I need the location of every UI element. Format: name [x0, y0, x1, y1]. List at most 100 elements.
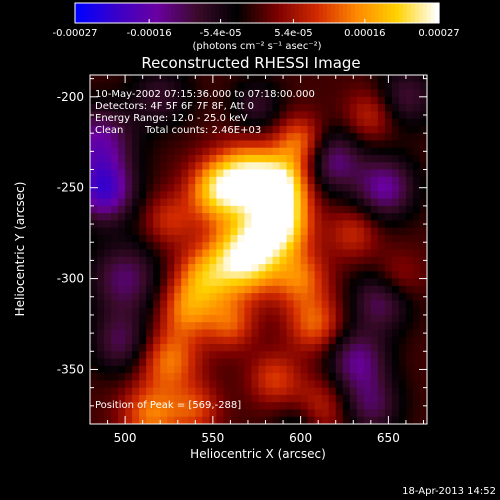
heatmap-cell [405, 133, 414, 141]
colorbar-cell [87, 3, 92, 23]
heatmap-cell [104, 271, 112, 280]
heatmap-cell [363, 264, 372, 272]
heatmap-cell [125, 351, 133, 360]
heatmap-cell [363, 285, 372, 294]
heatmap-cell [188, 256, 196, 265]
heatmap-cell [272, 96, 281, 105]
heatmap-cell [335, 264, 344, 272]
heatmap-cell [265, 256, 274, 265]
heatmap-cell [188, 322, 196, 330]
heatmap-cell [412, 242, 421, 250]
heatmap-cell [125, 111, 133, 120]
colorbar-cell [343, 3, 348, 23]
heatmap-cell [405, 387, 414, 396]
heatmap-cell [160, 380, 168, 389]
heatmap-cell [132, 285, 140, 294]
colorbar-cell [339, 3, 344, 23]
heatmap-cell [307, 300, 316, 309]
heatmap-cell [307, 373, 316, 381]
heatmap-cell [90, 191, 98, 200]
heatmap-cell [160, 344, 168, 352]
heatmap-cell [223, 322, 231, 330]
heatmap-cell [223, 133, 231, 141]
heatmap-cell [377, 75, 386, 83]
heatmap-cell [195, 220, 203, 229]
heatmap-cell [265, 409, 274, 418]
heatmap-cell [223, 176, 231, 185]
heatmap-cell [230, 285, 238, 294]
heatmap-cell [405, 416, 414, 425]
heatmap-cell [160, 234, 168, 243]
heatmap-cell [335, 314, 344, 323]
heatmap-cell [230, 344, 238, 352]
heatmap-cell [167, 271, 175, 280]
heatmap-cell [216, 314, 224, 323]
heatmap-cell [328, 89, 337, 98]
colorbar-cell [407, 3, 412, 23]
heatmap-cell [265, 111, 274, 120]
heatmap-cell [125, 104, 133, 112]
heatmap-cell [286, 75, 295, 83]
heatmap-cell [286, 394, 295, 403]
heatmap-cell [342, 278, 351, 287]
heatmap-cell [398, 162, 407, 171]
heatmap-cell [377, 227, 386, 236]
heatmap-cell [146, 365, 154, 374]
heatmap-cell [335, 336, 344, 345]
heatmap-cell [160, 365, 168, 374]
heatmap-cell [216, 191, 224, 200]
heatmap-cell [356, 322, 365, 330]
heatmap-cell [146, 416, 154, 425]
heatmap-cell [307, 249, 316, 258]
heatmap-cell [139, 336, 147, 345]
heatmap-cell [139, 154, 147, 163]
heatmap-cell [139, 104, 147, 112]
heatmap-cell [244, 234, 252, 243]
heatmap-cell [384, 314, 393, 323]
heatmap-cell [314, 409, 323, 418]
heatmap-cell [244, 387, 252, 396]
heatmap-cell [97, 125, 105, 134]
heatmap-cell [97, 336, 105, 345]
heatmap-cell [398, 89, 407, 98]
heatmap-cell [377, 169, 386, 178]
colorbar-cell [291, 3, 296, 23]
heatmap-cell [328, 358, 337, 367]
heatmap-cell [328, 176, 337, 185]
heatmap-cell [104, 133, 112, 141]
heatmap-cell [132, 198, 140, 207]
heatmap-cell [146, 205, 154, 214]
heatmap-cell [391, 176, 400, 185]
heatmap-cell [314, 256, 323, 265]
heatmap-cell [209, 402, 217, 410]
heatmap-cell [104, 307, 112, 316]
heatmap-cell [139, 184, 147, 192]
annotation-energy: Energy Range: 12.0 - 25.0 keV [95, 113, 248, 124]
heatmap-cell [286, 191, 295, 200]
heatmap-cell [356, 242, 365, 250]
heatmap-cell [139, 147, 147, 156]
heatmap-cell [223, 104, 231, 112]
heatmap-cell [377, 373, 386, 381]
heatmap-cell [216, 96, 224, 105]
heatmap-cell [293, 380, 302, 389]
heatmap-cell [328, 242, 337, 250]
heatmap-cell [153, 322, 161, 330]
heatmap-cell [202, 234, 210, 243]
heatmap-cell [405, 242, 414, 250]
heatmap-cell [391, 336, 400, 345]
heatmap-cell [391, 162, 400, 171]
heatmap-cell [377, 293, 386, 301]
heatmap-cell [244, 314, 252, 323]
heatmap-cell [279, 133, 288, 141]
heatmap-cell [377, 329, 386, 338]
heatmap-cell [272, 314, 281, 323]
heatmap-cell [314, 133, 323, 141]
heatmap-cell [377, 213, 386, 221]
heatmap-cell [230, 227, 238, 236]
heatmap-cell [111, 104, 119, 112]
heatmap-cell [139, 96, 147, 105]
heatmap-cell [216, 256, 224, 265]
heatmap-cell [419, 205, 428, 214]
heatmap-cell [398, 133, 407, 141]
